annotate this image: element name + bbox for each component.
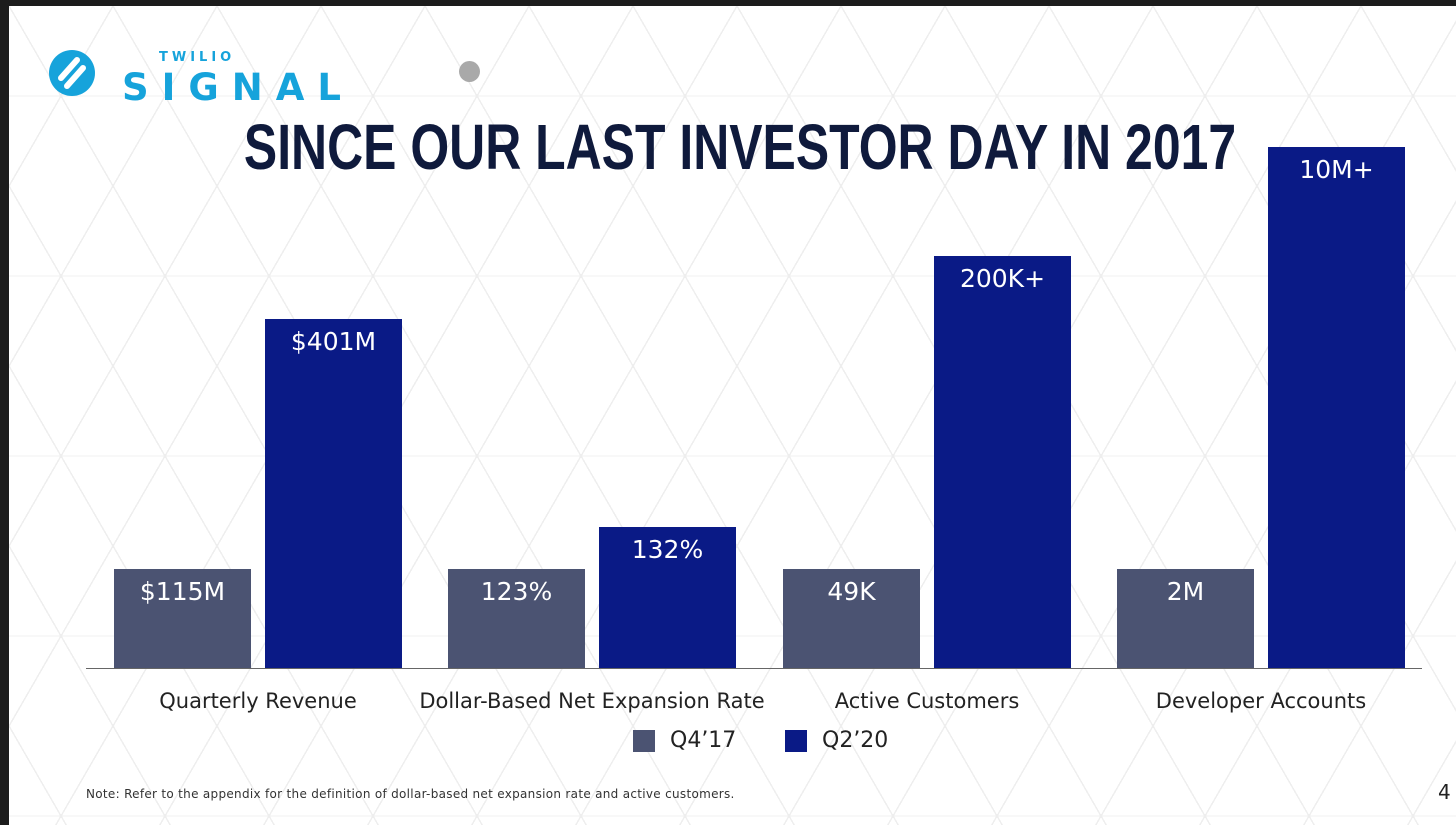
data-label-q4-17-2: 49K — [827, 577, 876, 606]
logo-signal-text: SIGNAL — [122, 66, 354, 109]
data-label-q4-17-1: 123% — [481, 577, 552, 606]
window-frame-top — [0, 0, 1456, 6]
pointer-dot — [459, 61, 480, 82]
footnote: Note: Refer to the appendix for the defi… — [86, 787, 735, 801]
legend-label-q4-17: Q4’17 — [670, 728, 737, 753]
twilio-signal-logo: TWILIO SIGNAL — [47, 46, 347, 116]
data-label-q2-20-0: $401M — [291, 327, 376, 356]
category-label-3: Developer Accounts — [1156, 689, 1366, 713]
page-number: 4 — [1438, 780, 1451, 804]
bar-q4-17-1 — [448, 569, 585, 668]
bar-q2-20-1 — [599, 527, 736, 668]
category-label-0: Quarterly Revenue — [159, 689, 357, 713]
bar-q2-20-2 — [934, 256, 1071, 668]
data-label-q2-20-2: 200K+ — [960, 264, 1045, 293]
window-frame-left — [0, 0, 9, 825]
data-label-q4-17-0: $115M — [140, 577, 225, 606]
bar-q2-20-3 — [1268, 147, 1405, 668]
bar-q2-20-0 — [265, 319, 402, 668]
slide: TWILIO SIGNAL — [9, 6, 1456, 825]
slide-title: SINCE OUR LAST INVESTOR DAY IN 2017 — [243, 111, 1237, 183]
data-label-q4-17-3: 2M — [1167, 577, 1204, 606]
twilio-signal-logo-icon — [49, 50, 95, 96]
category-label-1: Dollar-Based Net Expansion Rate — [419, 689, 764, 713]
bar-q4-17-2 — [783, 569, 920, 668]
legend-swatch-q4-17 — [633, 730, 655, 752]
category-label-2: Active Customers — [835, 689, 1020, 713]
legend-swatch-q2-20 — [785, 730, 807, 752]
bar-q4-17-0 — [114, 569, 251, 668]
legend-label-q2-20: Q2’20 — [822, 728, 889, 753]
bar-q4-17-3 — [1117, 569, 1254, 668]
logo-twilio-text: TWILIO — [159, 50, 236, 65]
data-label-q2-20-1: 132% — [632, 535, 703, 564]
data-label-q2-20-3: 10M+ — [1299, 155, 1373, 184]
